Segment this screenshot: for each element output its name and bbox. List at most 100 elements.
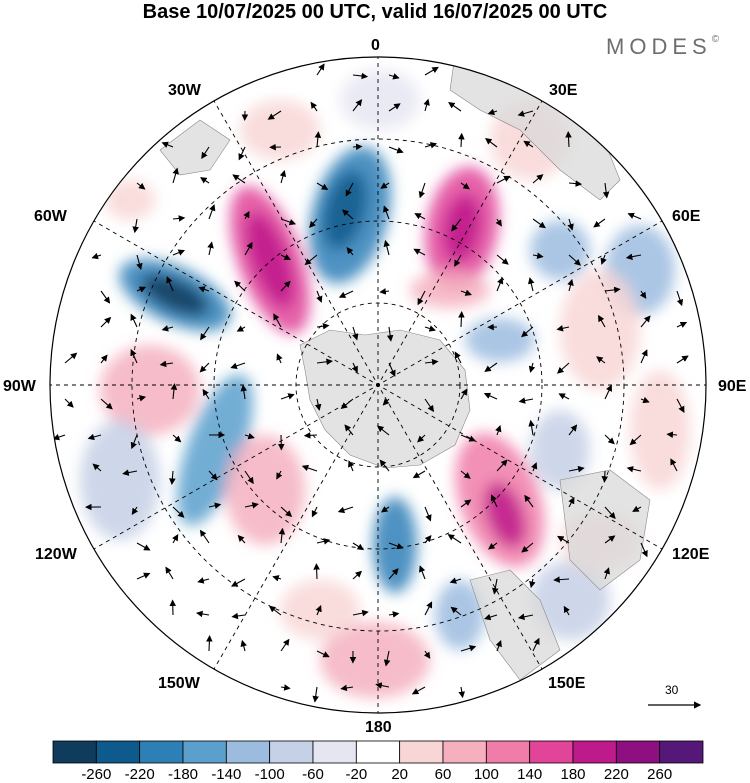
wind-arrow (273, 313, 282, 328)
colorbar-cell (572, 740, 617, 764)
wind-arrow (301, 464, 318, 472)
wind-arrow (423, 98, 430, 112)
wind-arrow (532, 637, 540, 652)
colorbar-tick-label: 60 (434, 766, 452, 783)
wind-arrow (487, 108, 498, 116)
wind-arrow (172, 249, 186, 256)
wind-arrow (496, 277, 504, 292)
wind-arrow (484, 362, 498, 373)
wind-arrow (341, 209, 354, 220)
wind-arrow (198, 286, 210, 293)
wind-arrow (206, 635, 213, 652)
wind-arrow (312, 686, 319, 703)
wind-arrow (243, 210, 250, 220)
colorbar-cell (52, 740, 97, 764)
wind-arrow (558, 393, 570, 400)
colorbar-tick-label: -260 (81, 766, 112, 783)
wind-arrow (417, 290, 426, 306)
wind-arrow (316, 182, 329, 190)
lon-label-120w: 120W (35, 546, 77, 563)
wind-arrow (424, 506, 432, 522)
wind-arrow (64, 398, 74, 408)
wind-arrow (352, 72, 369, 80)
anomaly-region (225, 435, 305, 545)
wind-arrow (458, 311, 465, 328)
wind-arrow (100, 316, 112, 328)
wind-arrow (531, 462, 538, 472)
wind-arrow (238, 146, 246, 161)
wind-arrow (199, 529, 210, 544)
brand-name: MODES (606, 34, 712, 59)
wind-arrow (521, 326, 534, 338)
wind-arrow (532, 174, 544, 184)
wind-arrow (352, 542, 365, 551)
wind-arrow (200, 326, 210, 341)
wind-arrow (344, 424, 354, 436)
wind-arrow (460, 182, 470, 190)
wind-arrow (450, 606, 462, 616)
wind-arrow (310, 101, 318, 112)
wind-arrow (346, 247, 354, 256)
wind-arrow (517, 613, 534, 621)
wind-arrow (383, 650, 391, 667)
wind-arrow (458, 132, 465, 148)
anomaly-region (100, 345, 200, 435)
wind-arrow (237, 534, 246, 544)
wind-arrow (316, 63, 325, 76)
anomaly-region (465, 318, 535, 362)
wind-arrow (100, 354, 108, 364)
colorbar-cell (269, 740, 314, 764)
wind-arrow (496, 175, 511, 184)
wind-arrow (460, 434, 476, 442)
wind-arrow (352, 609, 369, 617)
wind-arrow (200, 177, 210, 184)
wind-arrow (604, 535, 616, 544)
wind-arrow (532, 218, 546, 229)
wind-arrow (640, 396, 650, 404)
wind-arrow (172, 534, 179, 544)
wind-arrow (244, 470, 254, 485)
wind-arrow (208, 502, 222, 509)
wind-arrow (604, 286, 621, 294)
wind-arrow (557, 535, 570, 544)
wind-arrow (593, 218, 606, 228)
wind-arrow (136, 395, 147, 402)
wind-arrow (316, 538, 331, 545)
wind-arrow (244, 502, 259, 509)
south-pole-marker (376, 383, 380, 387)
wind-arrow (567, 218, 574, 231)
colorbar-cell (399, 740, 444, 764)
colorbar-tick-label: -60 (302, 766, 324, 783)
wind-arrow (345, 182, 354, 197)
wind-arrow (280, 638, 290, 652)
lon-label-60w: 60W (34, 208, 67, 225)
wind-arrow (240, 639, 247, 652)
wind-vectors (52, 63, 689, 703)
wind-arrow (640, 542, 648, 558)
wind-arrow (388, 611, 400, 618)
wind-arrow (528, 419, 535, 436)
wind-arrow (553, 576, 570, 583)
anomaly-region (141, 274, 209, 316)
anomaly-region (443, 194, 481, 262)
wind-arrow (528, 362, 536, 373)
wind-arrow (424, 535, 432, 544)
wind-arrow (197, 577, 210, 584)
wind-arrow (304, 254, 318, 266)
wind-arrow (639, 290, 647, 299)
wind-arrow (313, 563, 320, 580)
wind-arrow (568, 424, 578, 436)
colorbar-tick-label: 100 (473, 766, 499, 783)
wind-arrow (159, 360, 174, 368)
wind-arrow (451, 218, 462, 232)
wind-arrow (280, 393, 295, 400)
wind-arrow (517, 110, 534, 117)
anomaly-region (435, 580, 485, 650)
wind-arrow (388, 73, 400, 80)
wind-arrow (568, 497, 575, 508)
wind-arrow (351, 362, 358, 373)
wind-arrow (676, 321, 688, 328)
wind-arrow (376, 425, 390, 436)
colorbar-tick-label: -220 (124, 766, 155, 783)
